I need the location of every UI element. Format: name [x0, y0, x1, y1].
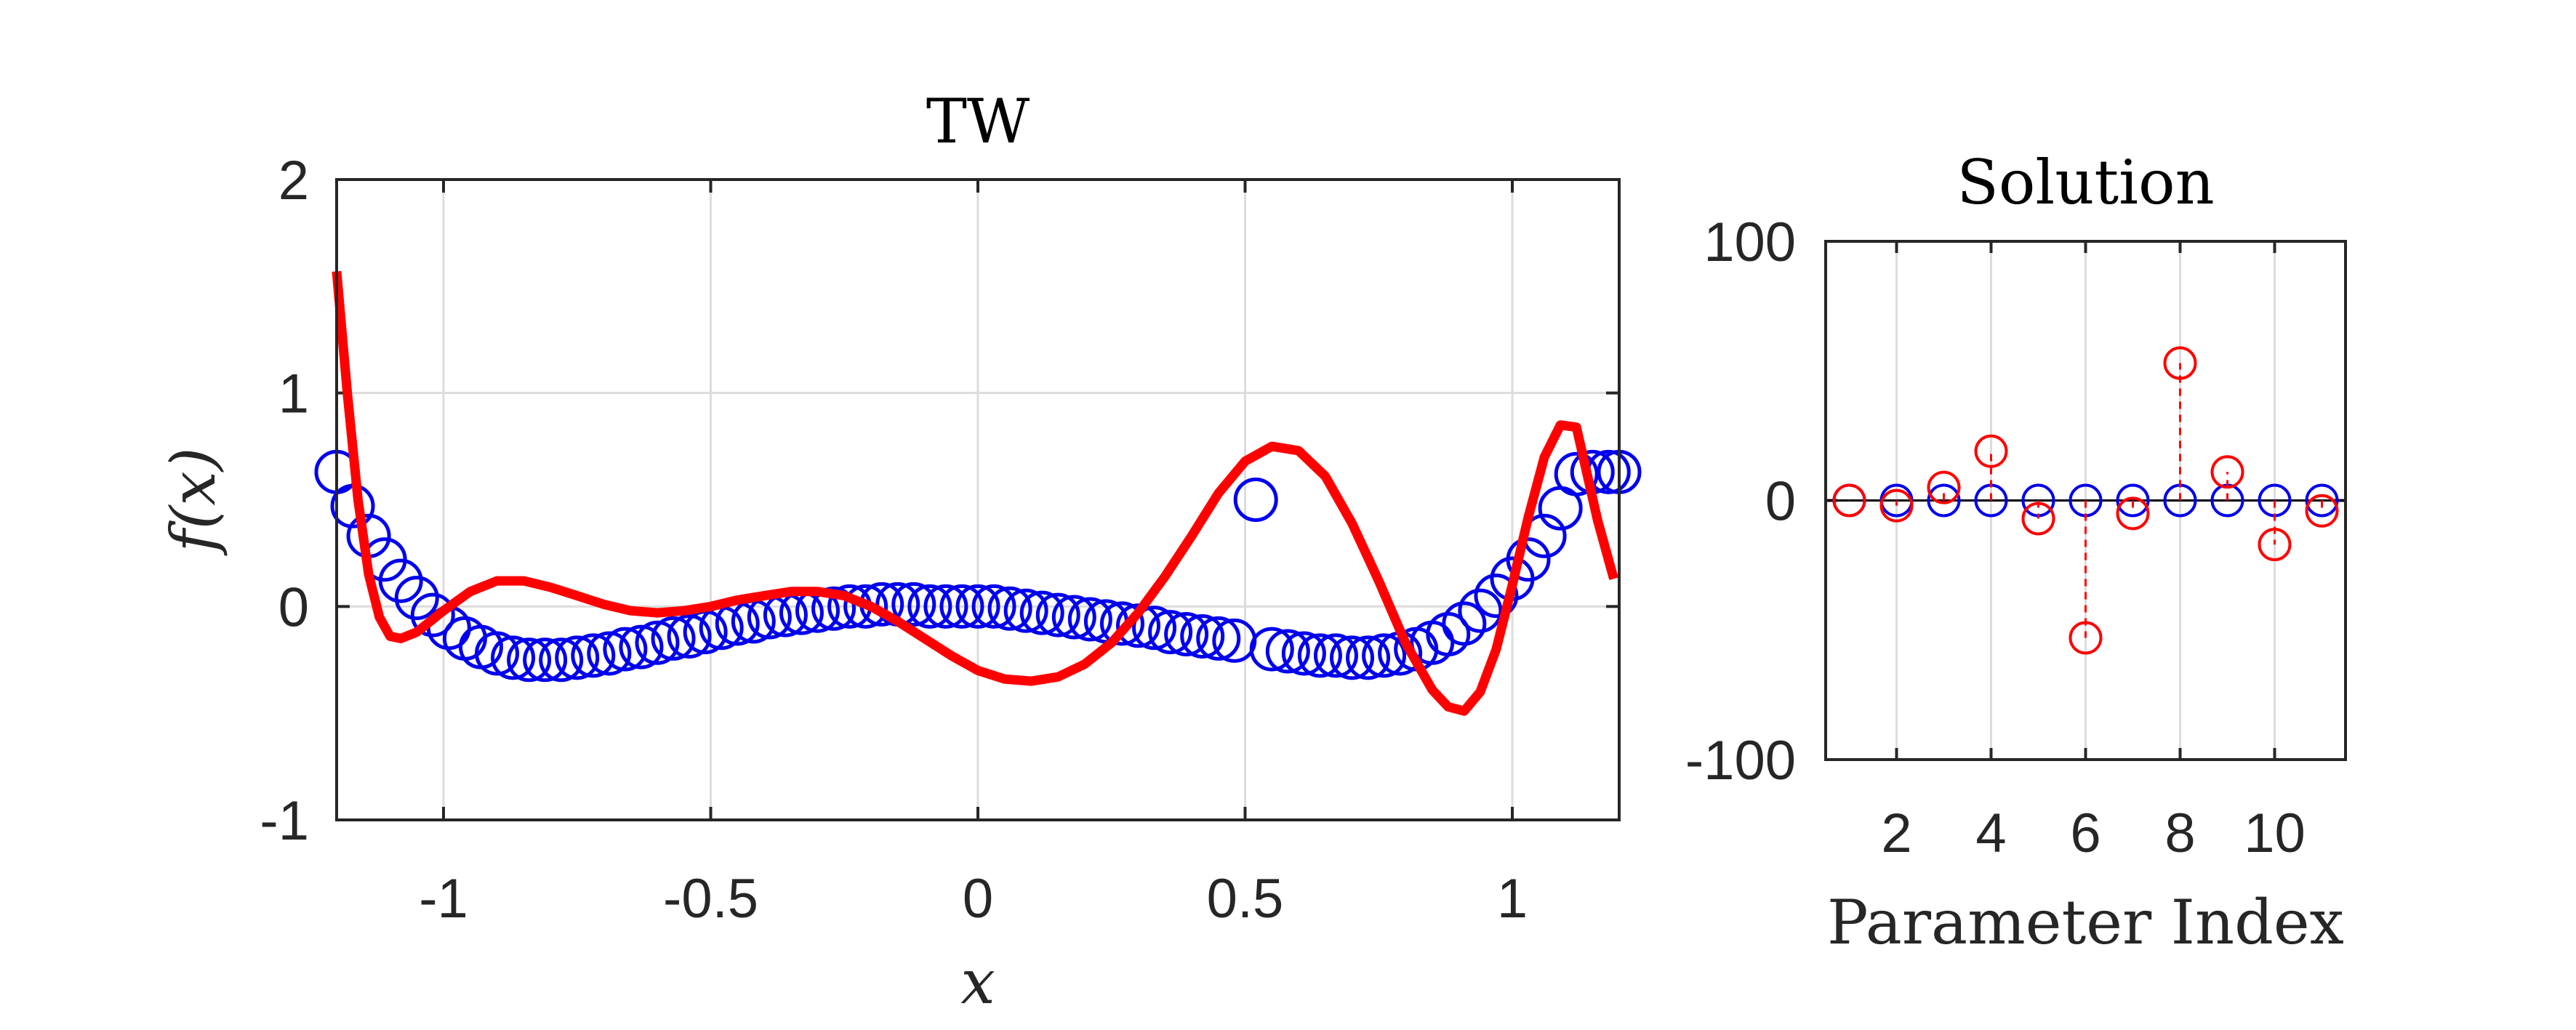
chart-title: Solution — [1957, 147, 2214, 218]
axes-box — [1824, 240, 2347, 761]
x-tick-label: 4 — [1975, 802, 2006, 864]
data-point-marker — [475, 631, 519, 676]
data-point-marker — [843, 584, 888, 629]
x-tick-label: 2 — [1881, 802, 1911, 864]
x-tick-label: 6 — [2070, 802, 2100, 864]
y-tick-label: 1 — [278, 363, 309, 425]
axis-ticks: -1 -0.5 0 0.5 1 -1 0 1 2 — [260, 150, 1619, 930]
data-point-marker — [1180, 613, 1225, 659]
data-point-marker — [1132, 605, 1177, 651]
data-point-marker — [1362, 633, 1407, 678]
data-point-marker — [378, 558, 423, 603]
data-point-marker — [1474, 574, 1519, 619]
stem-marker-red — [2069, 621, 2103, 655]
data-point-marker — [651, 616, 696, 661]
x-tick-label: 10 — [2244, 802, 2306, 864]
stem-marker-blue — [2116, 483, 2150, 518]
data-point-marker — [587, 631, 632, 676]
stem-marker-red — [2163, 346, 2197, 380]
data-point-marker — [1442, 601, 1487, 646]
y-axis-label: f(x) — [158, 447, 229, 556]
data-point-marker — [1249, 627, 1294, 672]
data-point-marker — [923, 584, 968, 629]
data-point-marker — [1281, 631, 1326, 676]
data-point-marker — [571, 633, 616, 678]
data-point-marker — [1051, 595, 1096, 640]
axis-ticks: 2 4 6 8 10 -100 0 100 — [1685, 212, 2346, 864]
data-point-marker — [971, 584, 1016, 629]
data-point-marker — [1346, 635, 1391, 680]
data-point-marker — [1458, 588, 1503, 633]
y-tick-label: -100 — [1685, 730, 1796, 792]
y-tick-label: 0 — [278, 576, 309, 638]
data-point-marker — [523, 637, 568, 683]
stem-marker-red — [1832, 483, 1866, 518]
y-tick-label: 100 — [1704, 212, 1796, 273]
data-point-marker — [635, 620, 680, 665]
solution-chart: Solution Parameter Index 2 4 6 8 10 -100 0 100 — [1685, 147, 2347, 958]
stem-marker-red — [1974, 434, 2008, 468]
data-point-marker — [1099, 601, 1144, 646]
data-point-marker — [410, 592, 455, 637]
data-point-marker — [1313, 633, 1358, 678]
chart-title: TW — [926, 86, 1030, 157]
data-point-marker — [907, 584, 952, 629]
stem-marker-red — [2116, 496, 2150, 531]
data-point-marker — [1330, 635, 1374, 680]
plot-area — [1826, 346, 2346, 655]
stem-marker-blue — [2305, 483, 2339, 518]
stem-marker-red — [2021, 502, 2055, 536]
data-point-marker — [987, 586, 1032, 631]
data-point-marker — [603, 627, 648, 672]
x-tick-label: -0.5 — [663, 868, 758, 930]
x-tick-label: 8 — [2164, 802, 2195, 864]
tw-chart: TW x f(x) -1 -0.5 0 0.5 1 -1 0 1 2 — [158, 86, 1642, 1018]
y-tick-label: 2 — [278, 150, 309, 212]
data-point-marker — [1196, 616, 1241, 661]
data-point-marker — [955, 584, 1000, 629]
data-point-marker — [1035, 592, 1080, 637]
plot-area — [314, 270, 1642, 716]
data-point-marker — [1019, 590, 1064, 635]
fit-curve-line — [332, 270, 1618, 716]
x-axis-label: Parameter Index — [1827, 887, 2344, 958]
data-point-marker — [491, 635, 536, 680]
data-point-marker — [667, 613, 712, 659]
x-axis-label: x — [960, 946, 995, 1018]
data-point-marker — [1265, 629, 1310, 674]
data-point-marker — [1297, 633, 1342, 678]
data-point-marker — [811, 586, 856, 631]
data-point-marker — [1148, 610, 1193, 655]
stem-marker-red — [2210, 455, 2244, 489]
x-tick-label: 0 — [963, 868, 993, 930]
data-point-marker — [539, 637, 584, 683]
data-point-marker — [1003, 588, 1048, 633]
stem-marker-red — [1879, 488, 1914, 523]
stem-marker-red — [1927, 470, 1961, 504]
data-point-marker — [1067, 597, 1112, 642]
data-point-marker — [939, 584, 984, 629]
x-tick-label: -1 — [419, 868, 468, 930]
stem-marker-red — [2305, 494, 2339, 528]
x-tick-label: 0.5 — [1207, 868, 1284, 930]
x-tick-label: 1 — [1497, 868, 1528, 930]
data-point-marker — [1233, 478, 1278, 522]
data-point-marker — [1506, 537, 1551, 582]
data-point-marker — [555, 635, 600, 680]
data-point-marker — [394, 576, 439, 621]
data-point-marker — [1164, 612, 1209, 657]
data-point-marker — [619, 624, 664, 669]
axes-box — [335, 178, 1621, 821]
y-tick-label: 0 — [1765, 471, 1796, 533]
data-point-marker — [1554, 451, 1599, 496]
stem-marker-blue — [1927, 483, 1961, 518]
stem-marker-red — [2258, 528, 2292, 562]
y-tick-label: -1 — [260, 790, 309, 852]
data-point-marker — [507, 637, 552, 683]
data-point-marker — [891, 582, 936, 627]
